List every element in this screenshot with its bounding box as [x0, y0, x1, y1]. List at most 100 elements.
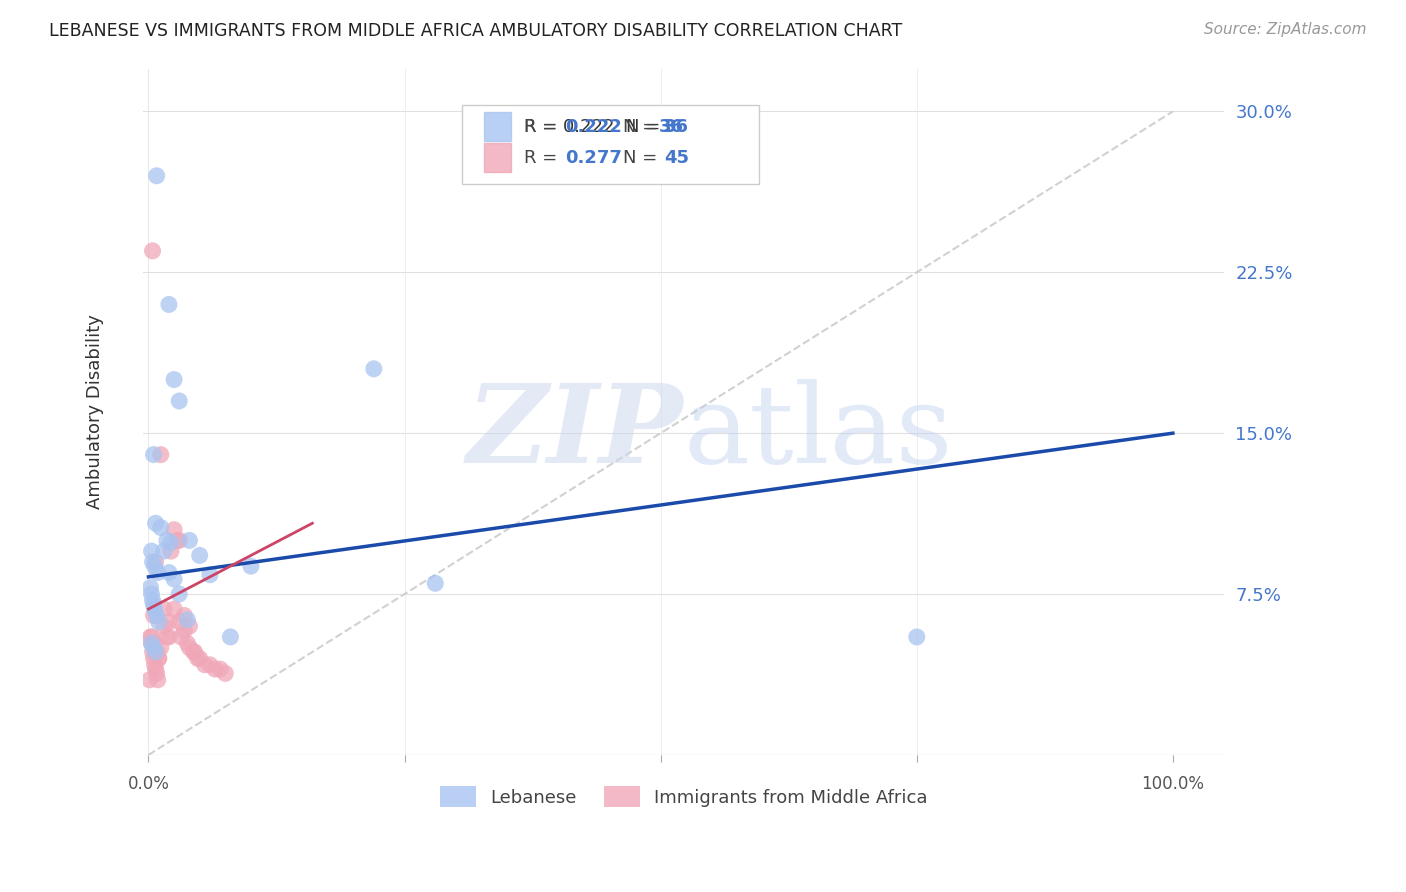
Point [183, 645, 205, 659]
Point [148, 651, 170, 665]
Point [148, 651, 170, 665]
Point [157, 297, 180, 311]
Point [142, 593, 165, 607]
Point [141, 630, 163, 644]
Point [142, 608, 165, 623]
Point [170, 630, 193, 644]
Point [163, 572, 186, 586]
Point [157, 566, 180, 580]
Point [142, 640, 165, 655]
Point [188, 651, 211, 665]
Text: N =: N = [623, 149, 664, 167]
Point [179, 640, 201, 655]
Point [905, 630, 928, 644]
Point [145, 516, 167, 531]
Text: 0.0%: 0.0% [128, 775, 169, 794]
Text: 36: 36 [659, 118, 683, 136]
Point [214, 666, 236, 681]
Point [239, 559, 262, 574]
Point [142, 598, 165, 612]
Text: LEBANESE VS IMMIGRANTS FROM MIDDLE AFRICA AMBULATORY DISABILITY CORRELATION CHAR: LEBANESE VS IMMIGRANTS FROM MIDDLE AFRIC… [49, 22, 903, 40]
Point [204, 662, 226, 676]
Point [156, 630, 179, 644]
Point [138, 673, 160, 687]
Point [157, 630, 180, 644]
Point [142, 651, 165, 665]
Point [160, 544, 183, 558]
Point [167, 533, 190, 548]
Text: Ambulatory Disability: Ambulatory Disability [86, 314, 104, 509]
Point [149, 520, 172, 534]
Point [167, 394, 190, 409]
Point [167, 615, 190, 629]
Point [142, 244, 165, 258]
Point [153, 619, 176, 633]
Point [141, 544, 163, 558]
Legend: Lebanese, Immigrants from Middle Africa: Lebanese, Immigrants from Middle Africa [433, 780, 935, 814]
FancyBboxPatch shape [463, 105, 759, 184]
Point [145, 608, 167, 623]
Point [173, 608, 195, 623]
Text: 36: 36 [664, 118, 689, 136]
Text: 0.222: 0.222 [565, 118, 621, 136]
Text: R =: R = [524, 118, 562, 136]
Text: atlas: atlas [683, 379, 953, 486]
Point [219, 630, 242, 644]
Text: Source: ZipAtlas.com: Source: ZipAtlas.com [1204, 22, 1367, 37]
Point [176, 636, 198, 650]
Point [141, 587, 163, 601]
Text: 45: 45 [664, 149, 689, 167]
Point [179, 533, 201, 548]
Point [141, 636, 163, 650]
Point [160, 535, 183, 549]
Text: ZIP: ZIP [467, 378, 683, 486]
Point [153, 602, 176, 616]
Point [146, 566, 169, 580]
Point [187, 651, 209, 665]
Point [363, 361, 385, 376]
Point [167, 587, 190, 601]
Text: N =: N = [623, 118, 664, 136]
Point [194, 657, 217, 672]
Point [149, 448, 172, 462]
Point [425, 576, 447, 591]
Point [198, 567, 221, 582]
Bar [484, 144, 510, 172]
Point [148, 615, 170, 629]
Point [142, 448, 165, 462]
Point [145, 666, 167, 681]
Point [143, 657, 166, 672]
Point [163, 602, 186, 616]
Point [145, 555, 167, 569]
Point [143, 636, 166, 650]
Point [176, 613, 198, 627]
Point [145, 169, 167, 183]
Point [145, 662, 167, 676]
Point [163, 372, 186, 386]
Point [183, 645, 205, 659]
Point [149, 640, 172, 655]
Bar [484, 112, 510, 141]
Point [188, 549, 211, 563]
Point [153, 544, 176, 558]
Point [139, 630, 162, 644]
Point [145, 645, 167, 659]
Point [209, 662, 232, 676]
Point [179, 619, 201, 633]
Point [143, 559, 166, 574]
Text: R =: R = [524, 149, 562, 167]
Point [142, 555, 165, 569]
Text: N =: N = [627, 118, 666, 136]
Point [139, 581, 162, 595]
Text: R = 0.222: R = 0.222 [524, 118, 614, 136]
Point [146, 673, 169, 687]
Point [163, 523, 186, 537]
Point [145, 645, 167, 659]
Point [198, 657, 221, 672]
Point [156, 533, 179, 548]
Point [157, 615, 180, 629]
Text: 0.277: 0.277 [565, 149, 621, 167]
Point [173, 624, 195, 638]
Point [143, 602, 166, 616]
Point [166, 533, 188, 548]
